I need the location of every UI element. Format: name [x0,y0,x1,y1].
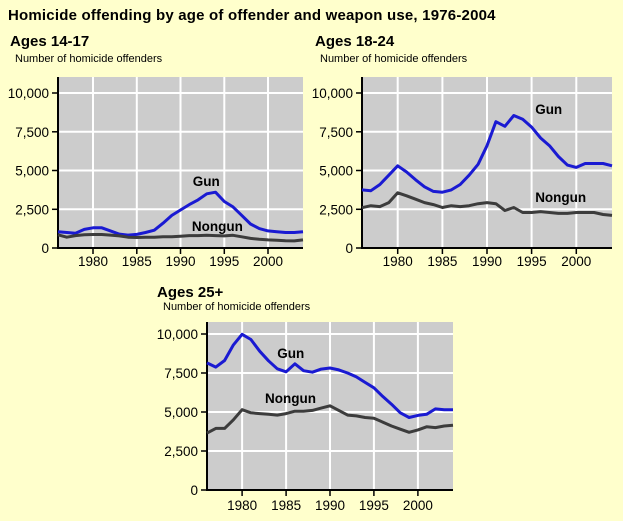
panel-ylabel-ages-18-24: Number of homicide offenders [320,53,468,65]
nongun-series-label: Nongun [535,190,586,205]
y-tick-label: 10,000 [157,327,198,342]
x-tick-label: 2000 [403,498,433,513]
y-tick-label: 2,500 [15,202,49,217]
x-tick-label: 1980 [383,254,413,269]
x-tick-label: 2000 [561,254,591,269]
y-tick-label: 0 [41,241,49,256]
nongun-series-line [361,191,613,217]
gun-series-line [361,114,613,194]
x-tick-label: 2000 [253,254,283,269]
x-tick-label: 1995 [517,254,547,269]
panel-ylabel-ages-25plus: Number of homicide offenders [163,301,311,313]
nongun-series-line [57,233,304,243]
gun-series-label: Gun [535,102,562,117]
y-tick-label: 7,500 [319,125,353,140]
x-tick-label: 1985 [271,498,301,513]
y-tick-label: 0 [345,241,353,256]
page-title: Homicide offending by age of offender an… [8,7,496,24]
y-tick-label: 5,000 [319,164,353,179]
gun-series-label: Gun [193,174,220,189]
panel-title-ages-18-24: Ages 18-24 [315,33,395,50]
chart-ages-18-24: 0 2,500 5,000 7,500 10,000 1980 1985 1990 1995 20… [312,77,613,269]
y-tick-label: 2,500 [164,444,198,459]
y-tick-label: 0 [190,483,198,498]
x-tick-label: 1985 [122,254,152,269]
gun-series-line [57,190,304,237]
y-tick-label: 10,000 [8,86,49,101]
nongun-series-line [206,404,454,435]
chart-ages-25plus: 0 2,500 5,000 7,500 10,000 1980 1985 1990 1995 20… [157,322,454,513]
chart-ages-14-17: 0 2,500 5,000 7,500 10,000 1980 1985 1990 1995 20… [8,77,304,269]
y-tick-label: 7,500 [164,366,198,381]
gun-series-line [206,332,453,419]
nongun-series-label: Nongun [265,391,316,406]
gun-series-label: Gun [277,346,304,361]
x-tick-label: 1980 [227,498,257,513]
y-tick-label: 7,500 [15,125,49,140]
x-tick-label: 1995 [359,498,389,513]
panel-ylabel-ages-14-17: Number of homicide offenders [15,53,163,65]
y-tick-label: 5,000 [164,405,198,420]
panel-title-ages-25plus: Ages 25+ [157,284,224,301]
y-tick-label: 5,000 [15,164,49,179]
y-tick-label: 10,000 [312,86,353,101]
y-tick-label: 2,500 [319,202,353,217]
x-tick-label: 1990 [472,254,502,269]
x-tick-label: 1980 [78,254,108,269]
nongun-series-label: Nongun [192,219,243,234]
panel-title-ages-14-17: Ages 14-17 [10,33,90,50]
x-tick-label: 1990 [165,254,195,269]
x-tick-label: 1990 [315,498,345,513]
x-tick-label: 1985 [427,254,457,269]
x-tick-label: 1995 [209,254,239,269]
